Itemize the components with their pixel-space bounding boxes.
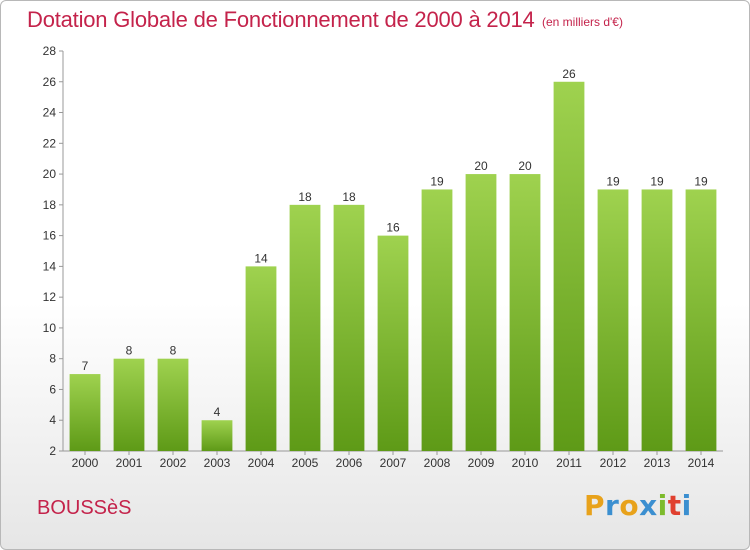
logo-letter: r [605,489,620,522]
data-label: 20 [474,159,488,173]
y-tick-label: 28 [43,44,57,58]
logo-letter: o [619,489,640,522]
bar [245,266,277,451]
bar [157,358,189,451]
bar [685,189,717,451]
bar [641,189,673,451]
x-tick-label: 2006 [336,456,363,470]
x-tick-label: 2004 [248,456,275,470]
data-label: 14 [254,251,268,265]
bar [553,81,585,452]
logo-letter: x [639,489,658,522]
commune-name: BOUSSèS [37,497,132,519]
y-tick-label: 18 [43,198,57,212]
y-tick-label: 24 [43,106,57,120]
bar [509,174,541,452]
y-tick-label: 14 [43,259,57,273]
chart-title: Dotation Globale de Fonctionnement de 20… [27,7,535,32]
x-tick-label: 2000 [72,456,99,470]
x-tick-label: 2005 [292,456,319,470]
logo-letter: P [584,489,606,522]
x-tick-label: 2010 [512,456,539,470]
y-tick-label: 16 [43,229,57,243]
bar [333,204,365,451]
y-tick-label: 26 [43,75,57,89]
x-tick-label: 2011 [556,456,582,470]
logo-letter: i [681,489,692,522]
data-label: 16 [386,221,400,235]
y-tick-label: 4 [49,413,56,427]
bar [113,358,145,451]
bar [465,174,497,452]
proxiti-logo: Proxiti [584,489,692,522]
logo-letter: t [667,489,682,522]
bar [289,204,321,451]
data-label: 19 [606,174,620,188]
y-tick-label: 22 [43,136,57,150]
x-tick-label: 2003 [204,456,231,470]
y-tick-label: 10 [43,321,57,335]
data-label: 7 [82,359,89,373]
x-tick-label: 2013 [644,456,671,470]
bar [377,235,409,451]
data-label: 8 [170,344,177,358]
data-label: 19 [650,174,664,188]
y-tick-label: 8 [49,352,56,366]
data-label: 19 [694,174,708,188]
bar [69,374,101,451]
logo-letter: i [657,489,668,522]
x-tick-label: 2014 [688,456,715,470]
bar [597,189,629,451]
data-label: 8 [126,344,133,358]
data-label: 4 [214,405,221,419]
bar [201,420,233,451]
data-label: 18 [342,190,356,204]
y-tick-label: 2 [49,444,56,458]
x-tick-label: 2002 [160,456,187,470]
x-tick-label: 2007 [380,456,407,470]
x-tick-label: 2009 [468,456,495,470]
x-tick-label: 2008 [424,456,451,470]
x-tick-label: 2001 [116,456,143,470]
data-label: 26 [562,67,576,81]
chart-subtitle: (en milliers d'€) [542,15,623,29]
data-label: 18 [298,190,312,204]
y-tick-label: 6 [49,382,56,396]
data-label: 20 [518,159,532,173]
data-label: 19 [430,174,444,188]
bar [421,189,453,451]
x-tick-label: 2012 [600,456,627,470]
y-tick-label: 12 [43,290,57,304]
y-tick-label: 20 [43,167,57,181]
